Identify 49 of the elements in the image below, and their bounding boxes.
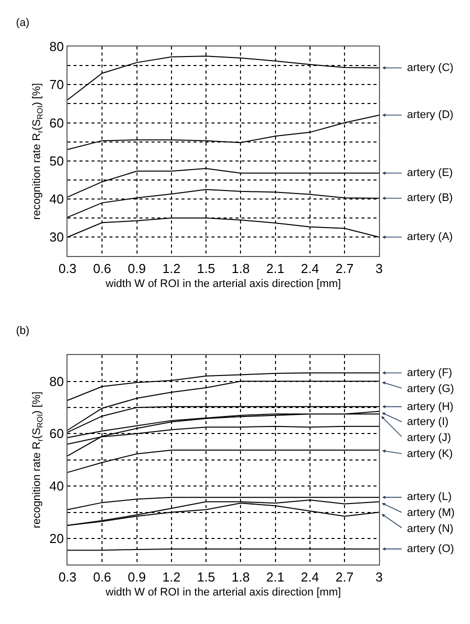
x-tick-label: 2.7	[335, 569, 354, 584]
y-tick-label: 40	[49, 478, 64, 494]
y-tick-label: 80	[49, 39, 64, 54]
y-tick-label: 60	[49, 426, 64, 442]
text: artery (O)	[407, 543, 454, 555]
text: artery (F)	[407, 367, 452, 379]
y-tick-label: 30	[49, 230, 64, 245]
x-tick-label: 1.2	[162, 260, 180, 276]
text: artery (L)	[407, 491, 452, 503]
y-tick-label: 70	[49, 77, 64, 92]
text: artery (D)	[407, 109, 454, 121]
x-tick-label: 2.7	[335, 260, 354, 276]
chart-title: (b)	[16, 325, 30, 337]
x-tick-label: 2.1	[266, 260, 284, 276]
x-tick-label: 0.6	[93, 569, 112, 584]
x-tick-label: 1.8	[232, 569, 250, 584]
y-tick-label: 20	[49, 531, 64, 546]
text: artery (B)	[407, 192, 453, 204]
x-tick-label: 3	[376, 569, 383, 584]
x-tick-label: 0.6	[93, 260, 112, 276]
x-tick-label: 0.3	[58, 569, 77, 584]
text: artery (A)	[407, 231, 453, 243]
x-tick-label: 1.8	[232, 260, 250, 276]
x-tick-label: 1.5	[196, 569, 216, 584]
y-tick-label: 50	[49, 153, 64, 168]
text: artery (K)	[407, 448, 453, 460]
x-tick-label: 3	[376, 260, 383, 276]
y-tick-label: 60	[49, 115, 64, 130]
y-tick-label: 40	[49, 192, 64, 207]
x-axis-title: width W of ROI in the arterial axis direction [mm]	[104, 278, 342, 290]
x-axis-title: width W of ROI in the arterial axis direction [mm]	[104, 586, 342, 598]
text: artery (J)	[407, 432, 451, 444]
x-tick-label: 1.2	[162, 569, 180, 584]
text: artery (M)	[407, 507, 455, 519]
text: artery (G)	[407, 383, 454, 395]
text: artery (I)	[407, 416, 449, 428]
x-tick-label: 0.9	[128, 569, 146, 584]
text: artery (C)	[407, 62, 454, 74]
x-tick-label: 1.5	[196, 260, 216, 276]
chart-title: (a)	[16, 17, 30, 29]
text: artery (H)	[407, 401, 454, 413]
x-tick-label: 0.9	[128, 260, 146, 276]
text: artery (N)	[407, 523, 454, 535]
text: artery (E)	[407, 167, 453, 179]
x-tick-label: 2.1	[266, 569, 284, 584]
y-tick-label: 80	[49, 374, 64, 389]
x-tick-label: 0.3	[58, 260, 77, 276]
x-tick-label: 2.4	[300, 260, 319, 276]
x-tick-label: 2.4	[300, 569, 319, 584]
